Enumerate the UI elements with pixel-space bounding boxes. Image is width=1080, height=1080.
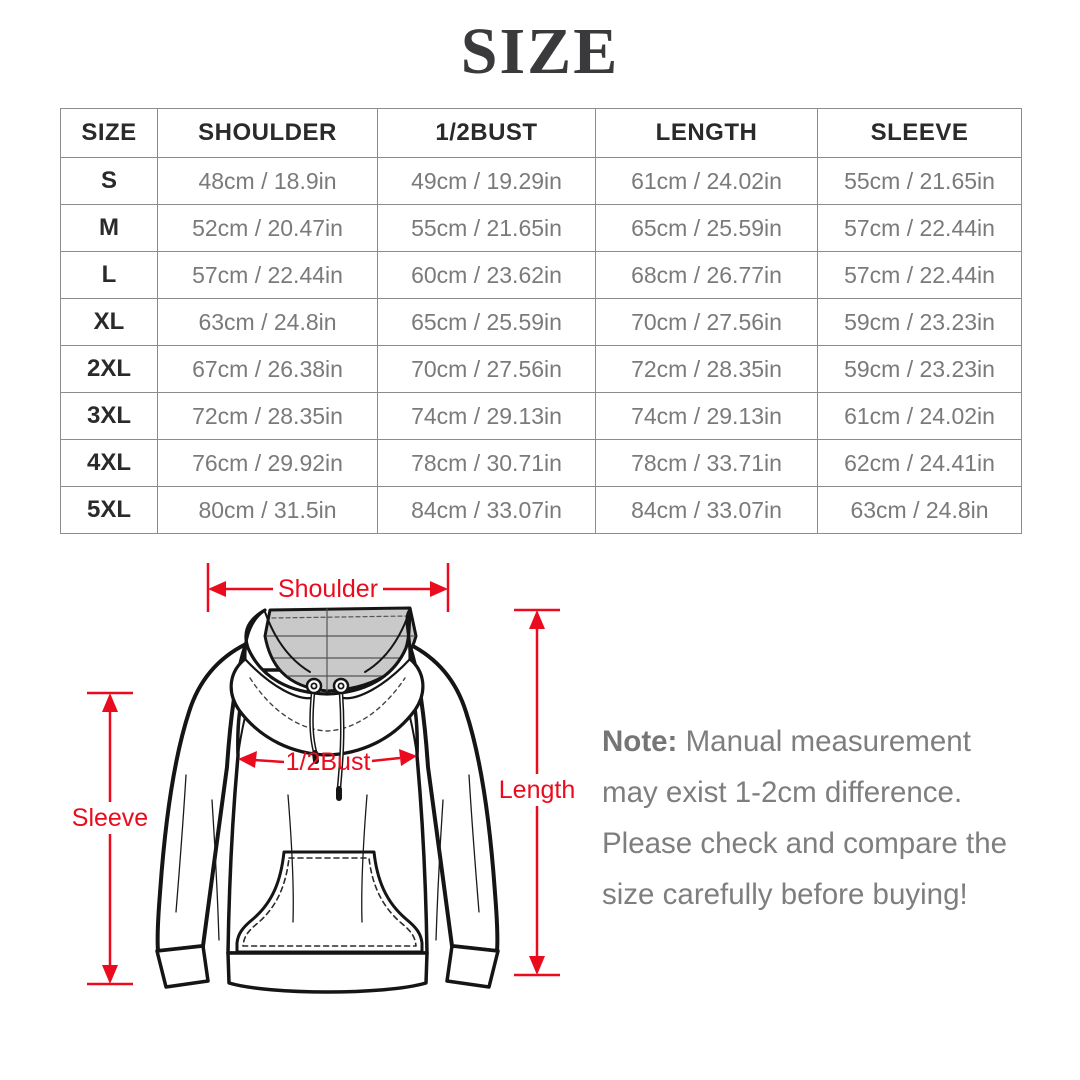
- cell-shoulder: 72cm / 28.35in: [157, 392, 378, 440]
- cell-half-bust: 65cm / 25.59in: [377, 298, 596, 346]
- pocket-stitching: [242, 857, 417, 947]
- header-shoulder: SHOULDER: [157, 108, 378, 158]
- header-size: SIZE: [60, 108, 158, 158]
- kangaroo-pocket: [235, 850, 424, 954]
- cell-size: 2XL: [60, 345, 158, 393]
- table-row: 4XL 76cm / 29.92in 78cm / 30.71in 78cm /…: [60, 439, 1022, 487]
- table-row: XL 63cm / 24.8in 65cm / 25.59in 70cm / 2…: [60, 298, 1022, 346]
- note-body: Manual measurement may exist 1-2cm diffe…: [602, 725, 1008, 911]
- cell-shoulder: 80cm / 31.5in: [157, 486, 378, 534]
- cell-length: 68cm / 26.77in: [595, 251, 818, 299]
- cell-half-bust: 84cm / 33.07in: [377, 486, 596, 534]
- table-row: S 48cm / 18.9in 49cm / 19.29in 61cm / 24…: [60, 157, 1022, 205]
- cell-length: 61cm / 24.02in: [595, 157, 818, 205]
- cell-shoulder: 63cm / 24.8in: [157, 298, 378, 346]
- drawstrings: [305, 677, 350, 801]
- length-label: Length: [499, 776, 575, 804]
- left-sleeve: [155, 642, 248, 953]
- cell-size: L: [60, 251, 158, 299]
- hoodie-illustration: [155, 606, 500, 994]
- hem-band: [226, 951, 429, 994]
- sleeve-arrow: Sleeve: [72, 691, 148, 986]
- table-row: 3XL 72cm / 28.35in 74cm / 29.13in 74cm /…: [60, 392, 1022, 440]
- cell-size: 3XL: [60, 392, 158, 440]
- cell-sleeve: 62cm / 24.41in: [817, 439, 1022, 487]
- cell-length: 65cm / 25.59in: [595, 204, 818, 252]
- table-row: M 52cm / 20.47in 55cm / 21.65in 65cm / 2…: [60, 204, 1022, 252]
- cell-half-bust: 70cm / 27.56in: [377, 345, 596, 393]
- right-sleeve: [407, 642, 500, 953]
- cell-length: 74cm / 29.13in: [595, 392, 818, 440]
- cell-length: 78cm / 33.71in: [595, 439, 818, 487]
- cell-size: S: [60, 157, 158, 205]
- cell-shoulder: 57cm / 22.44in: [157, 251, 378, 299]
- cell-sleeve: 59cm / 23.23in: [817, 298, 1022, 346]
- cell-length: 84cm / 33.07in: [595, 486, 818, 534]
- header-length: LENGTH: [595, 108, 818, 158]
- shoulder-label: Shoulder: [278, 575, 378, 603]
- header-sleeve: SLEEVE: [817, 108, 1022, 158]
- cell-size: 4XL: [60, 439, 158, 487]
- cell-size: M: [60, 204, 158, 252]
- crease-lines: [175, 774, 480, 941]
- page-title: SIZE: [460, 15, 620, 88]
- right-grommet: [332, 677, 350, 695]
- cell-half-bust: 74cm / 29.13in: [377, 392, 596, 440]
- size-chart-table: SIZE SHOULDER 1/2BUST LENGTH SLEEVE S 48…: [60, 108, 1022, 534]
- cell-half-bust: 49cm / 19.29in: [377, 157, 596, 205]
- cell-size: XL: [60, 298, 158, 346]
- cell-length: 70cm / 27.56in: [595, 298, 818, 346]
- shoulder-arrow: Shoulder: [206, 563, 450, 612]
- cell-sleeve: 63cm / 24.8in: [817, 486, 1022, 534]
- table-row: 2XL 67cm / 26.38in 70cm / 27.56in 72cm /…: [60, 345, 1022, 393]
- cell-sleeve: 59cm / 23.23in: [817, 345, 1022, 393]
- cell-size: 5XL: [60, 486, 158, 534]
- note-label: Note:: [602, 725, 678, 758]
- cell-shoulder: 67cm / 26.38in: [157, 345, 378, 393]
- cell-shoulder: 52cm / 20.47in: [157, 204, 378, 252]
- hoodie-measurement-diagram: Shoulder 1/2Bust Sleeve: [60, 560, 580, 1020]
- left-cuff: [155, 944, 210, 989]
- table-row: 5XL 80cm / 31.5in 84cm / 33.07in 84cm / …: [60, 486, 1022, 534]
- table-header-row: SIZE SHOULDER 1/2BUST LENGTH SLEEVE: [60, 108, 1022, 158]
- collar-folds: [243, 609, 412, 732]
- measurement-annotations: Shoulder 1/2Bust Sleeve: [72, 563, 576, 986]
- cell-sleeve: 55cm / 21.65in: [817, 157, 1022, 205]
- note-text: Note: Manual measurement may exist 1-2cm…: [602, 716, 1034, 920]
- hood-lining-grid: [266, 608, 416, 692]
- cell-length: 72cm / 28.35in: [595, 345, 818, 393]
- table-row: L 57cm / 22.44in 60cm / 23.62in 68cm / 2…: [60, 251, 1022, 299]
- length-arrow: Length: [498, 608, 576, 977]
- half-bust-label: 1/2Bust: [286, 748, 371, 776]
- cell-shoulder: 76cm / 29.92in: [157, 439, 378, 487]
- sleeve-label: Sleeve: [72, 804, 148, 832]
- cell-sleeve: 57cm / 22.44in: [817, 204, 1022, 252]
- cell-half-bust: 60cm / 23.62in: [377, 251, 596, 299]
- left-grommet: [305, 677, 323, 695]
- half-bust-arrow: 1/2Bust: [238, 748, 417, 776]
- cell-sleeve: 61cm / 24.02in: [817, 392, 1022, 440]
- cell-half-bust: 78cm / 30.71in: [377, 439, 596, 487]
- cell-sleeve: 57cm / 22.44in: [817, 251, 1022, 299]
- cell-half-bust: 55cm / 21.65in: [377, 204, 596, 252]
- header-half-bust: 1/2BUST: [377, 108, 596, 158]
- cell-shoulder: 48cm / 18.9in: [157, 157, 378, 205]
- right-cuff: [445, 944, 500, 989]
